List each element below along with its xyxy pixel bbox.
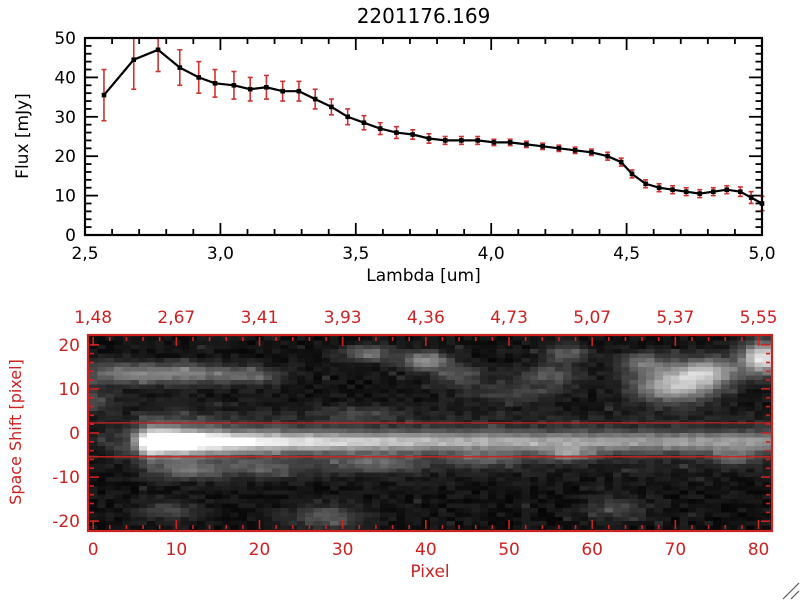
svg-text:2,67: 2,67	[157, 308, 195, 328]
pixel-axis-label: Pixel	[410, 562, 450, 582]
svg-text:3,0: 3,0	[207, 244, 234, 264]
svg-text:50: 50	[54, 29, 76, 49]
svg-text:5,07: 5,07	[573, 308, 611, 328]
svg-text:30: 30	[332, 540, 354, 560]
svg-text:40: 40	[54, 68, 76, 88]
corner-mark	[782, 582, 800, 600]
svg-text:30: 30	[54, 108, 76, 128]
svg-text:4,5: 4,5	[613, 244, 640, 264]
svg-text:3,5: 3,5	[342, 244, 369, 264]
svg-text:10: 10	[58, 380, 80, 400]
svg-text:70: 70	[665, 540, 687, 560]
svg-text:5,37: 5,37	[656, 308, 694, 328]
lambda-axis-label: Lambda [um]	[366, 266, 481, 286]
svg-text:4,73: 4,73	[490, 308, 528, 328]
space-shift-axis-label: Space Shift [pixel]	[6, 359, 25, 505]
figure-title: 2201176.169	[356, 4, 491, 28]
svg-text:60: 60	[581, 540, 603, 560]
spectral-2d-image	[89, 336, 771, 530]
svg-text:50: 50	[498, 540, 520, 560]
svg-text:3,93: 3,93	[324, 308, 362, 328]
svg-text:20: 20	[58, 336, 80, 356]
svg-text:5,55: 5,55	[740, 308, 778, 328]
svg-text:40: 40	[415, 540, 437, 560]
svg-text:-20: -20	[52, 512, 80, 532]
svg-text:3,41: 3,41	[241, 308, 279, 328]
svg-text:20: 20	[249, 540, 271, 560]
svg-text:4,36: 4,36	[407, 308, 445, 328]
svg-text:5,0: 5,0	[748, 244, 775, 264]
svg-text:10: 10	[54, 187, 76, 207]
spectrum-plot: 2,5 3,0 3,5 4,0 4,5 5,0 0 10 20 30 40 50	[54, 29, 775, 264]
svg-text:2,5: 2,5	[71, 244, 98, 264]
svg-text:0: 0	[69, 424, 80, 444]
svg-text:80: 80	[748, 540, 770, 560]
svg-text:10: 10	[166, 540, 188, 560]
svg-text:20: 20	[54, 147, 76, 167]
svg-text:4,0: 4,0	[478, 244, 505, 264]
svg-text:0: 0	[88, 540, 99, 560]
svg-text:-10: -10	[52, 468, 80, 488]
svg-text:0: 0	[65, 226, 76, 246]
svg-text:1,48: 1,48	[74, 308, 112, 328]
